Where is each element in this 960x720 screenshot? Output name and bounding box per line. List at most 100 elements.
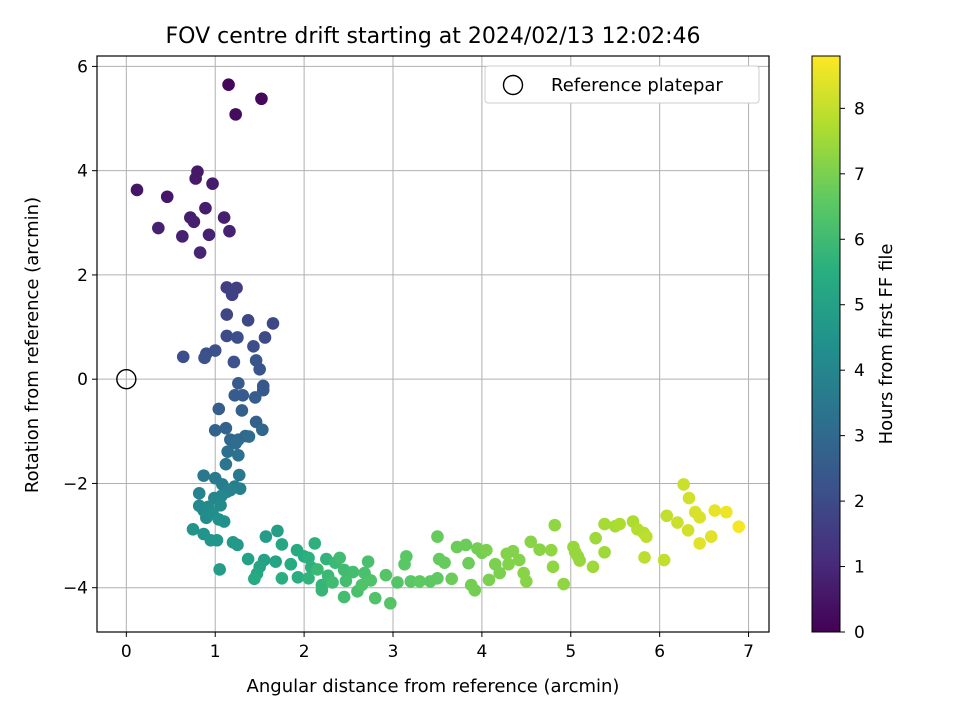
data-point — [233, 482, 247, 495]
x-tick-label: 2 — [299, 642, 310, 662]
data-point — [253, 362, 266, 376]
data-point — [223, 224, 236, 238]
x-tick-label: 3 — [388, 642, 399, 662]
data-point — [291, 570, 305, 584]
y-tick-label: −4 — [63, 579, 88, 599]
data-point — [660, 509, 674, 523]
data-point — [197, 469, 210, 482]
data-point — [176, 230, 189, 243]
data-points — [130, 78, 746, 610]
data-point — [493, 566, 506, 580]
data-point — [256, 383, 270, 397]
data-point — [548, 518, 562, 532]
data-point — [208, 344, 222, 357]
data-point — [308, 537, 322, 550]
colorbar-tick-label: 0 — [854, 623, 865, 643]
data-point — [557, 577, 570, 591]
data-point — [186, 523, 200, 536]
data-point — [445, 572, 458, 586]
data-point — [199, 201, 212, 215]
data-point — [640, 530, 653, 543]
data-point — [598, 517, 611, 531]
data-point — [302, 572, 315, 585]
x-tick-label: 0 — [121, 642, 132, 662]
chart-title: FOV centre drift starting at 2024/02/13 … — [166, 24, 701, 49]
y-tick-label: 0 — [77, 370, 88, 390]
data-point — [242, 430, 256, 443]
data-point — [520, 575, 533, 588]
data-point — [480, 543, 493, 557]
data-point — [152, 221, 165, 235]
data-point — [220, 308, 234, 321]
legend-reference-marker — [502, 74, 524, 96]
data-point — [219, 421, 233, 435]
data-point — [193, 246, 207, 259]
data-point — [269, 555, 282, 568]
data-point — [248, 572, 261, 586]
data-point — [704, 530, 718, 543]
x-tick-label: 5 — [565, 642, 576, 662]
data-point — [462, 556, 475, 570]
colorbar-ticks: 0 1 2 3 4 5 6 7 8 — [840, 99, 865, 643]
data-point — [379, 568, 393, 582]
data-point — [337, 590, 351, 604]
grid-lines — [97, 56, 769, 632]
x-tick-label: 4 — [476, 642, 487, 662]
data-point — [255, 92, 268, 106]
data-point — [241, 552, 255, 566]
data-point — [346, 565, 360, 579]
data-point — [192, 487, 206, 500]
data-point — [468, 583, 482, 597]
data-point — [732, 520, 746, 534]
x-axis-ticks: 0 1 2 3 4 5 6 7 — [121, 632, 754, 662]
colorbar-tick-label: 5 — [854, 296, 865, 316]
data-point — [677, 478, 690, 491]
data-point — [219, 457, 233, 471]
data-point — [189, 172, 202, 185]
data-point — [232, 468, 246, 482]
data-point — [225, 288, 239, 302]
data-point — [130, 183, 144, 197]
data-point — [266, 317, 280, 330]
data-point — [544, 543, 558, 557]
data-point — [275, 572, 289, 585]
colorbar-tick-label: 2 — [854, 492, 865, 512]
data-point — [438, 556, 451, 569]
y-axis-ticks: −4 −2 0 2 4 6 — [63, 57, 97, 599]
data-point — [598, 545, 611, 559]
x-tick-label: 6 — [654, 642, 665, 662]
data-point — [333, 551, 346, 565]
data-point — [215, 489, 228, 503]
data-point — [206, 177, 219, 191]
data-point — [693, 537, 706, 550]
data-point — [638, 551, 651, 564]
data-point — [657, 553, 671, 567]
data-point — [214, 499, 227, 512]
y-tick-label: 2 — [77, 266, 88, 286]
legend: Reference platepar — [484, 65, 760, 104]
y-axis-label: Rotation from reference (arcmin) — [22, 197, 43, 493]
colorbar-tick-label: 1 — [854, 558, 865, 578]
data-point — [482, 573, 496, 587]
reference-marker-group — [116, 368, 137, 390]
data-point — [546, 560, 560, 574]
data-point — [404, 575, 418, 588]
data-point — [355, 578, 369, 592]
data-point — [384, 597, 397, 610]
data-point — [311, 563, 324, 576]
data-point — [368, 591, 382, 605]
data-point — [502, 557, 515, 571]
x-tick-label: 1 — [210, 642, 221, 662]
data-point — [208, 423, 222, 437]
data-point — [229, 108, 242, 121]
data-point — [533, 543, 546, 556]
data-point — [202, 228, 216, 242]
data-point — [524, 535, 538, 549]
data-point — [232, 448, 245, 462]
data-point — [339, 574, 353, 588]
data-point — [198, 351, 211, 365]
reference-marker — [116, 368, 137, 390]
colorbar-tick-label: 6 — [854, 230, 865, 250]
data-point — [681, 524, 695, 537]
